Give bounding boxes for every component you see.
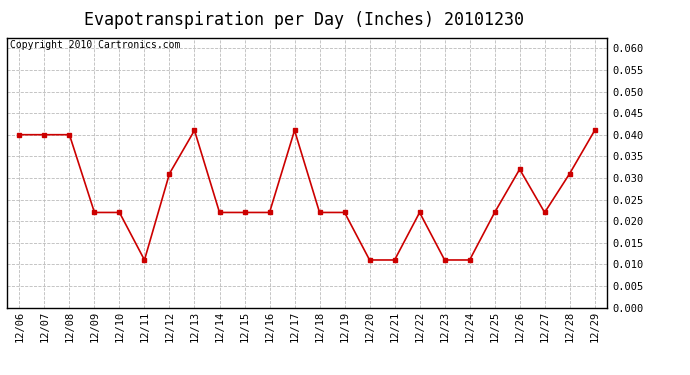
Text: Copyright 2010 Cartronics.com: Copyright 2010 Cartronics.com — [10, 40, 180, 50]
Text: Evapotranspiration per Day (Inches) 20101230: Evapotranspiration per Day (Inches) 2010… — [83, 11, 524, 29]
